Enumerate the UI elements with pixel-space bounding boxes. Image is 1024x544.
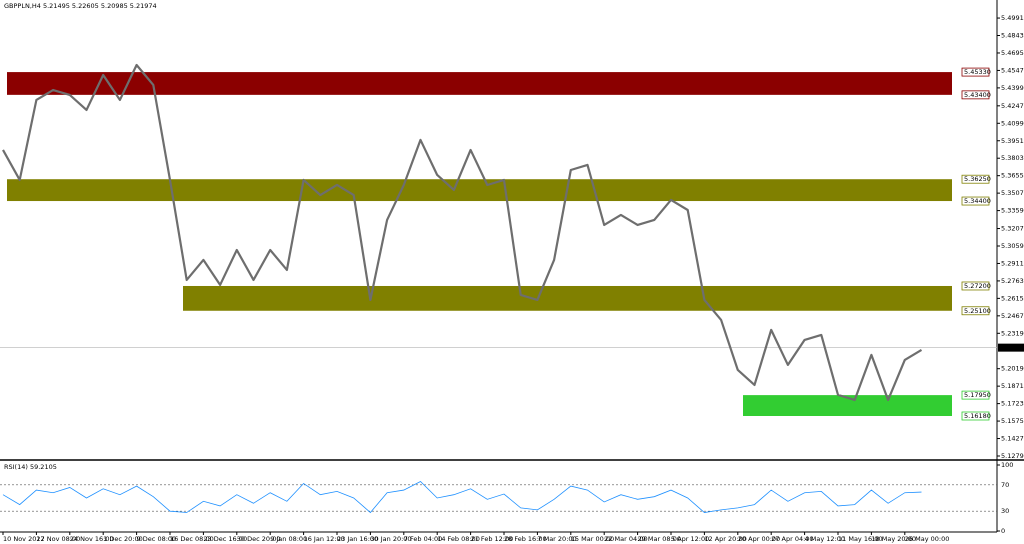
last-price-box	[998, 343, 1024, 352]
zone-label: 5.16180	[964, 412, 991, 420]
y-tick-label: 5.20190	[1001, 365, 1024, 373]
zone	[743, 395, 952, 416]
x-tick-label: 7 Feb 04:00	[404, 535, 443, 543]
y-tick-label: 5.39510	[1001, 137, 1024, 145]
zone-label: 5.45330	[964, 68, 991, 76]
zone-label: 5.27200	[964, 282, 991, 290]
x-tick-label: 16 Dec 08:00	[170, 535, 214, 543]
zone-label-box	[961, 174, 990, 184]
zone	[7, 72, 952, 95]
y-tick-label: 5.48430	[1001, 32, 1024, 40]
last-price-label: 5.21974	[1000, 344, 1024, 352]
y-tick-label: 5.18710	[1001, 382, 1024, 390]
x-tick-label: 24 Nov 16:00	[70, 535, 114, 543]
x-tick-label: 21 Feb 12:00	[471, 535, 514, 543]
rsi-tick-label: 70	[1001, 481, 1009, 489]
zone-label: 5.43400	[964, 91, 991, 99]
x-tick-label: 17 Nov 08:00	[36, 535, 80, 543]
x-tick-label: 9 Jan 08:00	[270, 535, 307, 543]
x-tick-label: 9 Dec 08:00	[137, 535, 177, 543]
y-tick-label: 5.15750	[1001, 417, 1024, 425]
y-tick-label: 5.36550	[1001, 172, 1024, 180]
y-tick-label: 5.29110	[1001, 259, 1024, 267]
y-tick-label: 5.30590	[1001, 242, 1024, 250]
y-tick-label: 5.17230	[1001, 400, 1024, 408]
zone-label: 5.34400	[964, 197, 991, 205]
x-tick-label: 7 Mar 20:00	[537, 535, 576, 543]
zone	[183, 285, 952, 311]
zone-label: 5.25100	[964, 307, 991, 315]
y-tick-label: 5.23190	[1001, 329, 1024, 337]
rsi-title: RSI(14) 59.2105	[4, 463, 57, 471]
x-tick-label: 20 Apr 00:00	[738, 535, 780, 543]
y-tick-label: 5.14270	[1001, 435, 1024, 443]
x-tick-label: 12 Apr 20:00	[704, 535, 746, 543]
x-tick-label: 23 Dec 16:00	[203, 535, 247, 543]
y-tick-label: 5.12790	[1001, 452, 1024, 460]
y-tick-label: 5.24670	[1001, 312, 1024, 320]
zone-label-box	[961, 281, 990, 291]
x-tick-label: 22 Mar 04:00	[604, 535, 647, 543]
y-tick-label: 5.38030	[1001, 154, 1024, 162]
y-tick-label: 5.33590	[1001, 207, 1024, 215]
x-tick-label: 5 Apr 12:00	[671, 535, 709, 543]
x-tick-label: 15 Mar 00:00	[571, 535, 614, 543]
rsi-line	[2, 481, 922, 514]
x-tick-label: 30 Jan 20:00	[370, 535, 411, 543]
y-tick-label: 5.32070	[1001, 225, 1024, 233]
chart-title: GBPPLN,H4 5.21495 5.22605 5.20985 5.2197…	[4, 2, 157, 10]
x-tick-label: 27 Apr 04:00	[771, 535, 813, 543]
rsi-tick-label: 30	[1001, 507, 1009, 515]
zone	[7, 179, 952, 202]
y-tick-label: 5.46950	[1001, 49, 1024, 57]
x-tick-label: 14 Feb 08:00	[437, 535, 480, 543]
zone-label: 5.17950	[964, 391, 991, 399]
y-tick-label: 5.40990	[1001, 119, 1024, 127]
zone-label-box	[961, 411, 990, 421]
y-tick-label: 5.26150	[1001, 294, 1024, 302]
zone-label-box	[961, 390, 990, 400]
y-tick-label: 5.49910	[1001, 14, 1024, 22]
x-tick-label: 26 May 00:00	[905, 535, 950, 543]
y-tick-label: 5.42470	[1001, 102, 1024, 110]
zone-label-box	[961, 306, 990, 316]
zone-label: 5.36250	[964, 175, 991, 183]
price-line	[2, 63, 923, 402]
zone-label-box	[961, 67, 990, 77]
rsi-tick-label: 0	[1001, 527, 1005, 535]
x-tick-label: 10 Nov 2022	[3, 535, 45, 543]
x-tick-label: 16 Jan 12:00	[304, 535, 345, 543]
zone-label-box	[961, 196, 990, 206]
zone-label-box	[961, 90, 990, 100]
y-tick-label: 5.45470	[1001, 66, 1024, 74]
x-tick-label: 11 May 16:00	[838, 535, 883, 543]
x-tick-label: 30 Dec 20:00	[237, 535, 281, 543]
y-tick-label: 5.43990	[1001, 84, 1024, 92]
x-tick-label: 1 Dec 20:00	[103, 535, 143, 543]
y-tick-label: 5.35070	[1001, 189, 1024, 197]
x-tick-label: 4 May 12:00	[805, 535, 845, 543]
x-tick-label: 23 Jan 16:00	[337, 535, 378, 543]
x-tick-label: 18 May 20:00	[871, 535, 916, 543]
x-tick-label: 29 Mar 08:00	[638, 535, 681, 543]
rsi-tick-label: 100	[1001, 461, 1013, 469]
x-tick-label: 28 Feb 16:00	[504, 535, 547, 543]
y-tick-label: 5.27630	[1001, 277, 1024, 285]
